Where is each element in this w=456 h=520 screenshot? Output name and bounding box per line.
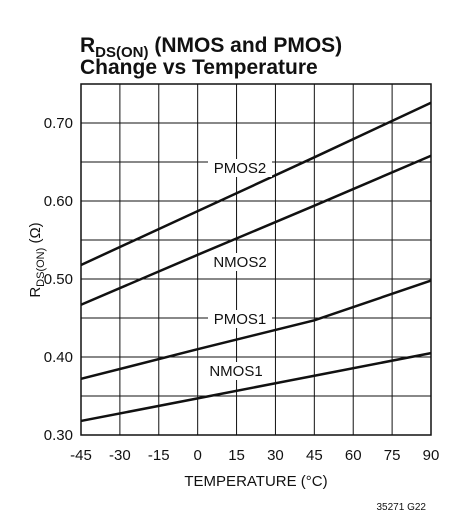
chart-title: RDS(ON) (NMOS and PMOS) (80, 34, 342, 61)
series-line (80, 279, 432, 381)
x-tick-label: 15 (228, 447, 245, 464)
series-label: PMOS2 (214, 160, 267, 177)
series-label: NMOS1 (209, 363, 262, 380)
x-tick-label: 0 (193, 447, 201, 464)
y-tick-label: 0.60 (44, 193, 73, 210)
y-tick-label: 0.40 (44, 349, 73, 366)
x-tick-label: 45 (306, 447, 323, 464)
label-bg (208, 159, 272, 177)
plot-frame (80, 83, 432, 436)
series-line (80, 351, 432, 423)
x-axis-label: TEMPERATURE (°C) (184, 473, 327, 490)
x-tick-label: 60 (345, 447, 362, 464)
series-line (80, 101, 432, 267)
y-tick-label: 0.50 (44, 271, 73, 288)
x-tick-label: -30 (109, 447, 131, 464)
y-axis-label: RDS(ON) (Ω) (27, 222, 47, 297)
series-line (80, 154, 432, 306)
x-tick-label: -45 (70, 447, 92, 464)
series-label: PMOS1 (214, 311, 267, 328)
label-bg (208, 253, 272, 271)
label-bg (208, 310, 272, 328)
y-tick-label: 0.70 (44, 115, 73, 132)
x-tick-label: 30 (267, 447, 284, 464)
x-tick-label: 75 (384, 447, 401, 464)
series-label: NMOS2 (213, 254, 266, 271)
y-tick-label: 0.30 (44, 427, 73, 444)
x-tick-label: -15 (148, 447, 170, 464)
label-bg (204, 362, 268, 380)
x-tick-label: 90 (423, 447, 440, 464)
footnote: 35271 G22 (377, 502, 427, 513)
chart-subtitle: Change vs Temperature (80, 56, 318, 79)
